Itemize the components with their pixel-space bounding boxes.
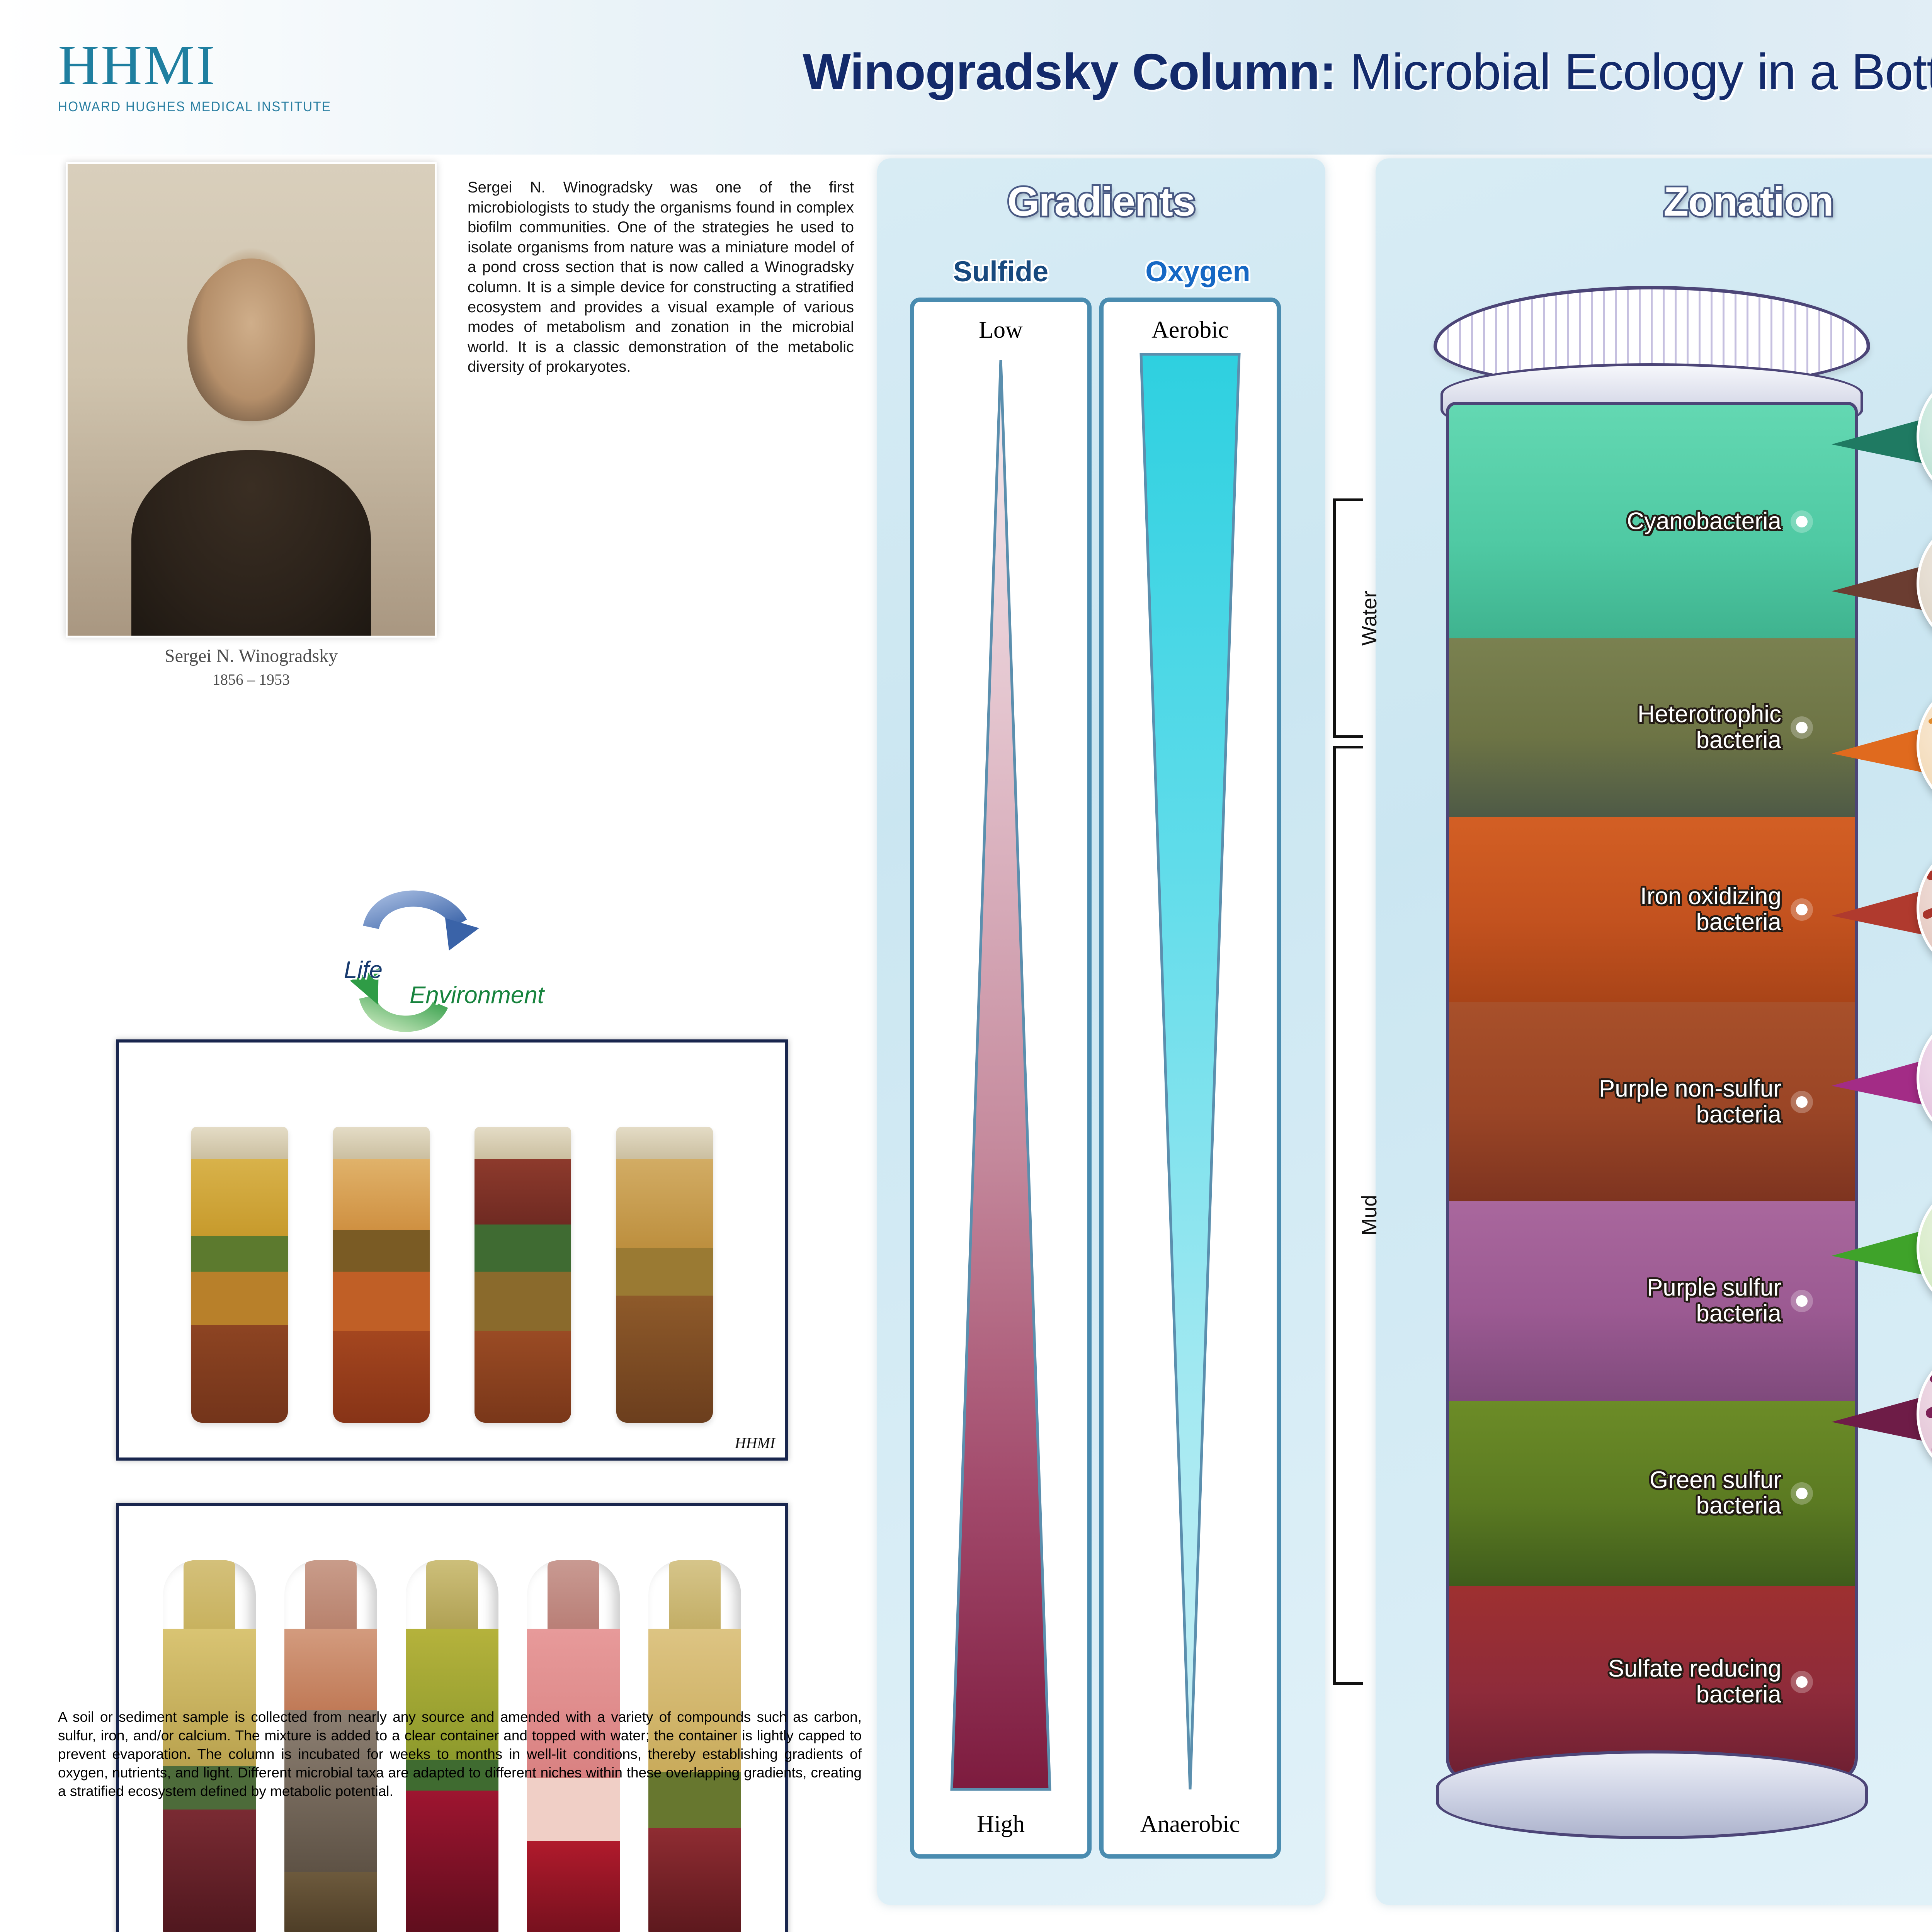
left-column: Sergei N. Winogradsky 1856 – 1953 Sergei… [50, 155, 854, 1932]
micrograph-purple-non-sulfur-bacteria[interactable] [1917, 838, 1932, 978]
hhmi-subtitle: HOWARD HUGHES MEDICAL INSTITUTE [58, 99, 332, 114]
micrograph-heterotrophic-bacteria[interactable] [1917, 514, 1932, 653]
zone-label: Purple non-sulfur bacteria [1599, 1075, 1781, 1128]
zone-marker-dot [1791, 1671, 1813, 1694]
hhmi-logo: HHMI HOWARD HUGHES MEDICAL INSTITUTE [58, 37, 355, 115]
zonation-panel: Zonation Water Mud Cyanobacteria Heterot… [1333, 158, 1932, 1905]
oxygen-top-label: Aerobic [1151, 317, 1229, 343]
zone-marker-dot [1791, 1090, 1813, 1113]
zone-label: Green sulfur bacteria [1649, 1466, 1781, 1519]
zone-label: Heterotrophic bacteria [1637, 701, 1781, 754]
biography-text: Sergei N. Winogradsky was one of the fir… [468, 179, 854, 376]
winogradsky-portrait [66, 162, 437, 638]
zone-marker-dot [1791, 510, 1813, 533]
life-environment-cycle: Life Environment [313, 877, 699, 1039]
sulfide-bottom-label: High [977, 1811, 1025, 1837]
left-caption-text: A soil or sediment sample is collected f… [58, 1709, 862, 1799]
portrait-image [68, 164, 435, 636]
zone-iron-oxidizing-bacteria[interactable]: Iron oxidizing bacteria [1449, 817, 1855, 1002]
zone-purple-non-sulfur-bacteria[interactable]: Purple non-sulfur bacteria [1449, 1002, 1855, 1202]
micrograph-cyanobacteria[interactable] [1917, 367, 1932, 506]
micrograph-purple-sulfur-bacteria[interactable] [1917, 1009, 1932, 1148]
winogradsky-bottle [648, 1560, 741, 1932]
winogradsky-bottle [406, 1560, 498, 1932]
zone-purple-sulfur-bacteria[interactable]: Purple sulfur bacteria [1449, 1201, 1855, 1401]
winogradsky-bottle [527, 1560, 620, 1932]
bracket-mud-label: Mud [1358, 1195, 1381, 1236]
sulfide-gradient-tube: Low High [910, 298, 1092, 1859]
column-body: Cyanobacteria Heterotrophic bacteria Iron… [1446, 402, 1858, 1781]
portrait-caption: Sergei N. Winogradsky 1856 – 1953 [66, 645, 437, 689]
page-title-main: Winogradsky Column: [803, 43, 1337, 100]
cycle-arrows-icon [350, 890, 479, 1032]
zone-marker-dot [1791, 1482, 1813, 1505]
hhmi-wordmark: HHMI [58, 34, 217, 97]
portrait-dates: 1856 – 1953 [213, 671, 290, 688]
micrograph-green-sulfur-bacteria[interactable] [1917, 1179, 1932, 1318]
oxygen-gradient-wedge [1139, 353, 1241, 1790]
zone-green-sulfur-bacteria[interactable]: Green sulfur bacteria [1449, 1400, 1855, 1586]
zone-label: Cyanobacteria [1627, 508, 1781, 535]
page-title-sub: Microbial Ecology in a Bottle [1336, 43, 1932, 100]
bracket-mud: Mud [1333, 746, 1381, 1685]
zone-marker-dot [1791, 716, 1813, 739]
zone-label: Purple sulfur bacteria [1646, 1274, 1781, 1327]
bottle-row [119, 1506, 785, 1932]
bracket-water: Water [1333, 498, 1381, 738]
winogradsky-bottle [163, 1560, 256, 1932]
zone-sulfate-reducing-bacteria[interactable]: Sulfate reducing bacteria [1449, 1586, 1855, 1778]
portrait-name: Sergei N. Winogradsky [164, 646, 338, 666]
column-tube [191, 1127, 288, 1423]
column-tube [333, 1127, 430, 1423]
zone-heterotrophic-bacteria[interactable]: Heterotrophic bacteria [1449, 638, 1855, 817]
column-base [1436, 1750, 1868, 1839]
bracket-water-label: Water [1358, 590, 1381, 646]
cycle-label-environment: Environment [410, 982, 544, 1009]
gradients-panel: Gradients Sulfide Oxygen Low High Aerobi… [877, 158, 1325, 1905]
zone-cyanobacteria[interactable]: Cyanobacteria [1449, 405, 1855, 639]
sulfide-top-label: Low [979, 317, 1023, 343]
zone-label: Sulfate reducing bacteria [1608, 1655, 1781, 1708]
page-title: Winogradsky Column: Microbial Ecology in… [0, 43, 1932, 101]
poster-header: HHMI HOWARD HUGHES MEDICAL INSTITUTE Win… [0, 0, 1932, 155]
gradients-panel-title: Gradients [1006, 177, 1197, 226]
zone-marker-dot [1791, 898, 1813, 921]
sulfide-gradient-wedge [950, 360, 1051, 1791]
zone-marker-dot [1791, 1289, 1813, 1312]
sulfide-label: Sulfide [953, 255, 1049, 287]
zone-label: Iron oxidizing bacteria [1640, 883, 1781, 936]
winogradsky-column-illustration: Cyanobacteria Heterotrophic bacteria Iron… [1422, 286, 1882, 1839]
micrograph-iron-oxidizing-bacteria[interactable] [1917, 676, 1932, 815]
winogradsky-bottle [284, 1560, 377, 1932]
micrograph-sulfate-reducing-bacteria[interactable] [1917, 1345, 1932, 1484]
photo-hhmi-columns: HHMI [116, 1039, 788, 1461]
column-tube [616, 1127, 713, 1423]
tube-row [119, 1043, 785, 1458]
column-tube [474, 1127, 571, 1423]
oxygen-bottom-label: Anaerobic [1140, 1811, 1240, 1837]
zonation-panel-title: Zonation [1662, 177, 1835, 226]
oxygen-label: Oxygen [1145, 255, 1250, 287]
cycle-label-life: Life [344, 957, 383, 983]
oxygen-gradient-tube: Aerobic Anaerobic [1099, 298, 1281, 1859]
photo-credit: HHMI [735, 1434, 775, 1452]
photo-olins-bottles: H. Olins [116, 1503, 788, 1932]
